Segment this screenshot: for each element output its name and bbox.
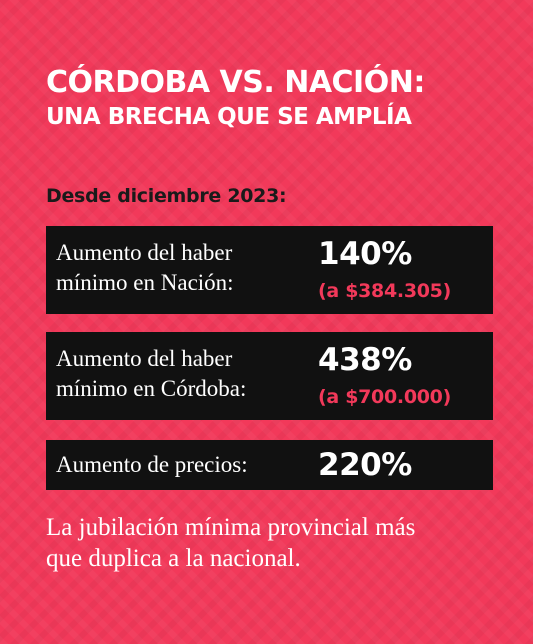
headline: CÓRDOBA VS. NACIÓN: UNA BRECHA QUE SE AM… bbox=[46, 66, 425, 132]
card-label: Aumento del haber mínimo en Córdoba: bbox=[56, 344, 246, 404]
card-label-line-2: mínimo en Nación: bbox=[56, 270, 234, 295]
nacion-amount: (a $384.305) bbox=[318, 280, 451, 302]
nacion-increase-card: Aumento del haber mínimo en Nación: 140%… bbox=[46, 226, 493, 314]
nacion-percent: 140% bbox=[318, 236, 412, 272]
footer-line-2: que duplica a la nacional. bbox=[46, 545, 301, 572]
cordoba-percent: 438% bbox=[318, 342, 412, 378]
cordoba-amount: (a $700.000) bbox=[318, 386, 451, 408]
card-label-line-2: mínimo en Córdoba: bbox=[56, 376, 247, 401]
headline-line-2: UNA BRECHA QUE SE AMPLÍA bbox=[46, 104, 412, 130]
card-label: Aumento del haber mínimo en Nación: bbox=[56, 238, 234, 298]
card-label: Aumento de precios: bbox=[56, 452, 248, 477]
card-label-line-1: Aumento del haber bbox=[56, 240, 233, 265]
headline-line-1: CÓRDOBA VS. NACIÓN: bbox=[46, 65, 425, 100]
prices-increase-card: Aumento de precios: 220% bbox=[46, 440, 493, 490]
cordoba-increase-card: Aumento del haber mínimo en Córdoba: 438… bbox=[46, 332, 493, 420]
footer-caption: La jubilación mínima provincial más que … bbox=[46, 512, 516, 574]
period-subtitle: Desde diciembre 2023: bbox=[46, 185, 287, 207]
card-label-line-1: Aumento del haber bbox=[56, 346, 233, 371]
footer-line-1: La jubilación mínima provincial más bbox=[46, 514, 416, 541]
prices-percent: 220% bbox=[318, 447, 412, 483]
